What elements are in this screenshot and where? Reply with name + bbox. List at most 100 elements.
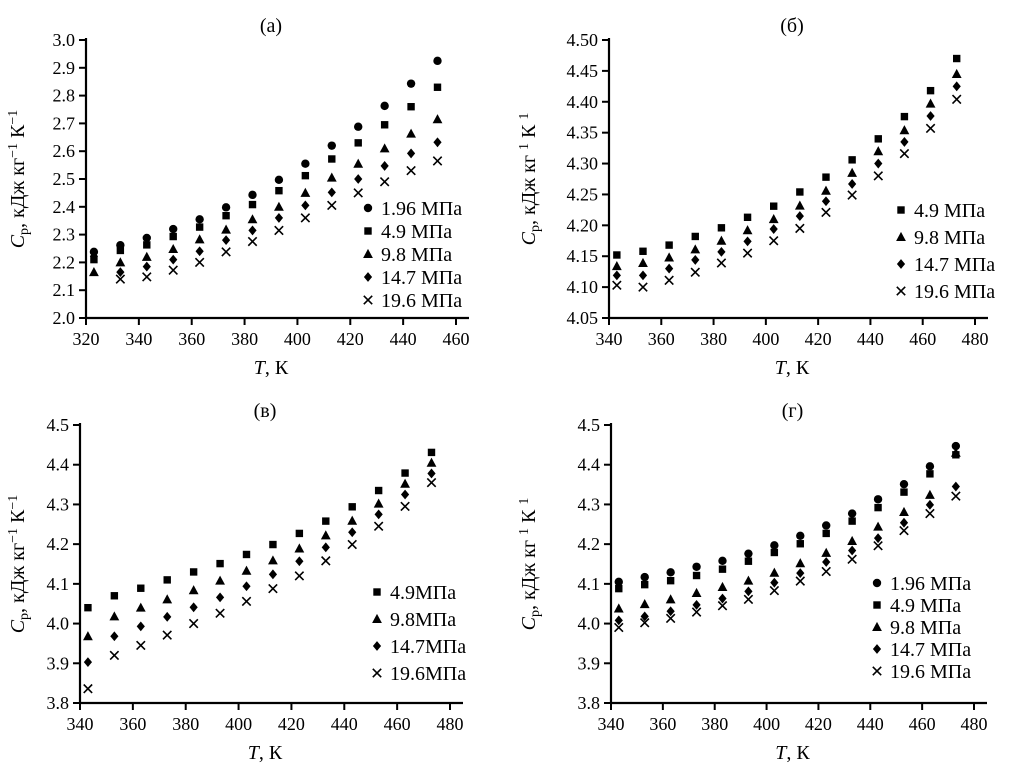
marker-circle-icon bbox=[354, 122, 363, 131]
x-tick-label: 380 bbox=[700, 329, 727, 349]
data-point bbox=[639, 247, 647, 255]
series-4.9 bbox=[613, 54, 961, 259]
marker-triangle-icon bbox=[847, 167, 858, 177]
legend-item: 1.96 МПа bbox=[872, 573, 971, 595]
marker-square-icon bbox=[407, 103, 415, 111]
y-tick-label: 2.6 bbox=[53, 141, 76, 161]
data-point bbox=[796, 540, 804, 548]
legend: 4.9МПа 9.8МПа 14.7МПа 19.6МПа bbox=[372, 582, 466, 685]
y-tick-label: 3.8 bbox=[578, 693, 601, 713]
data-point bbox=[640, 572, 649, 582]
data-point bbox=[743, 594, 754, 605]
data-point bbox=[406, 165, 416, 176]
data-point bbox=[115, 257, 126, 267]
marker-triangle-icon bbox=[821, 547, 832, 557]
panel-title: (в) bbox=[254, 400, 277, 422]
marker-x-icon bbox=[768, 236, 779, 246]
marker-triangle-icon bbox=[294, 543, 305, 553]
marker-diamond-icon bbox=[638, 270, 648, 281]
data-point bbox=[374, 509, 383, 520]
data-point bbox=[400, 501, 410, 512]
data-point bbox=[926, 111, 935, 121]
data-point bbox=[295, 556, 304, 567]
data-point bbox=[717, 581, 728, 592]
x-axis-title: T, К bbox=[775, 742, 810, 764]
data-point bbox=[953, 54, 961, 63]
legend-item: 9.8 МПа bbox=[896, 227, 985, 249]
marker-triangle-icon bbox=[241, 565, 252, 575]
data-point bbox=[275, 186, 283, 195]
data-point bbox=[195, 215, 204, 224]
data-point bbox=[188, 585, 199, 595]
marker-x-icon bbox=[247, 236, 258, 247]
marker-x-icon bbox=[925, 508, 935, 519]
data-point bbox=[221, 224, 231, 234]
data-point bbox=[769, 585, 780, 596]
marker-x-icon bbox=[896, 286, 906, 296]
y-tick-label: 4.20 bbox=[567, 215, 599, 235]
data-point bbox=[242, 550, 251, 559]
marker-square-icon bbox=[744, 557, 753, 565]
marker-triangle-icon bbox=[899, 125, 910, 135]
data-point bbox=[821, 566, 831, 577]
data-point bbox=[796, 568, 805, 579]
y-tick-label: 4.05 bbox=[567, 308, 599, 328]
data-point bbox=[406, 148, 416, 159]
data-point bbox=[743, 575, 754, 585]
marker-square-icon bbox=[848, 517, 856, 525]
data-point bbox=[221, 235, 231, 246]
marker-square-icon bbox=[354, 139, 362, 147]
marker-triangle-icon bbox=[168, 243, 179, 254]
y-tick-label: 4.25 bbox=[567, 184, 599, 204]
marker-x-icon bbox=[188, 618, 199, 629]
data-point bbox=[83, 683, 93, 694]
x-tick-label: 360 bbox=[649, 714, 676, 734]
marker-square-icon bbox=[373, 588, 381, 596]
data-point bbox=[162, 594, 173, 604]
marker-square-icon bbox=[822, 529, 830, 538]
marker-diamond-icon bbox=[268, 569, 278, 580]
data-point bbox=[168, 265, 178, 275]
marker-square-icon bbox=[666, 576, 675, 585]
marker-triangle-icon bbox=[326, 172, 337, 182]
marker-diamond-icon bbox=[665, 263, 674, 274]
marker-triangle-icon bbox=[925, 98, 936, 108]
data-point bbox=[873, 533, 883, 544]
marker-triangle-icon bbox=[925, 489, 935, 499]
legend-item: 4.9 МПа bbox=[364, 221, 452, 243]
marker-x-icon bbox=[925, 123, 936, 134]
panel-title: (г) bbox=[782, 400, 804, 422]
series-9.8 bbox=[613, 447, 961, 613]
chart-panel-b: 340 360 380 400 420 440 460 480 4.05 4.10 4.15 4.20… bbox=[511, 0, 1022, 385]
data-point bbox=[665, 263, 674, 274]
x-tick-label: 460 bbox=[384, 714, 411, 734]
marker-triangle-icon bbox=[188, 585, 199, 595]
marker-diamond-icon bbox=[718, 593, 727, 604]
marker-square-icon bbox=[137, 584, 145, 592]
marker-diamond-icon bbox=[189, 602, 198, 613]
x-tick-label: 380 bbox=[231, 329, 258, 349]
data-point bbox=[900, 112, 909, 121]
data-point bbox=[874, 158, 883, 169]
data-point bbox=[248, 190, 257, 200]
marker-square-icon bbox=[216, 559, 224, 568]
legend-item: 9.8 МПа bbox=[363, 244, 452, 266]
data-point bbox=[215, 575, 225, 585]
data-point bbox=[241, 565, 252, 575]
marker-square-icon bbox=[163, 576, 171, 584]
data-point bbox=[354, 174, 363, 184]
marker-square-icon bbox=[295, 529, 304, 538]
marker-square-icon bbox=[195, 223, 204, 231]
panel-title: (а) bbox=[260, 15, 282, 37]
data-point bbox=[795, 211, 804, 221]
data-point bbox=[951, 441, 961, 451]
x-tick-label: 360 bbox=[178, 329, 205, 349]
marker-diamond-icon bbox=[743, 236, 752, 247]
data-point bbox=[433, 137, 442, 148]
marker-square-icon bbox=[364, 227, 372, 235]
y-tick-label: 4.4 bbox=[578, 455, 601, 475]
marker-diamond-icon bbox=[301, 200, 310, 211]
data-point bbox=[874, 135, 882, 143]
y-tick-label: 4.5 bbox=[578, 415, 601, 435]
chart-panel-v: 340 360 380 400 420 440 460 480 3.8 3.9 4.0 4.1 4.2 4… bbox=[0, 385, 511, 770]
